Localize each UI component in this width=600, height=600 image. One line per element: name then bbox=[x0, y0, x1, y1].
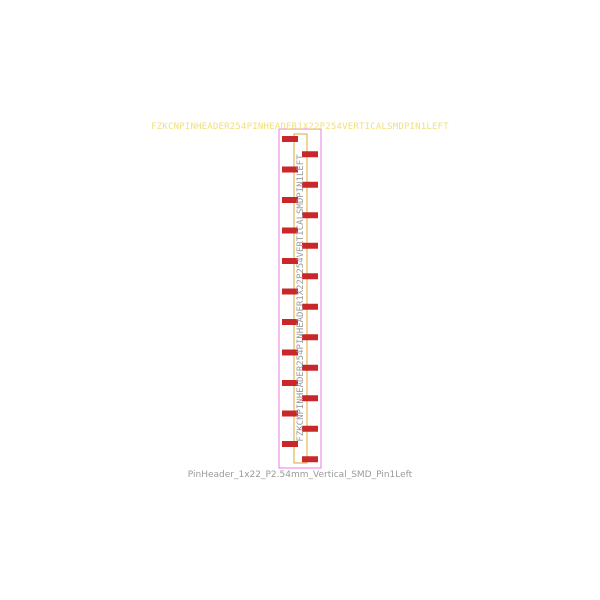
pad-8 bbox=[302, 242, 318, 249]
pad-1 bbox=[282, 136, 298, 142]
fab-outline bbox=[293, 133, 308, 464]
pad-5 bbox=[282, 197, 298, 203]
pad-13 bbox=[282, 319, 298, 325]
pad-19 bbox=[282, 410, 298, 417]
pad-2 bbox=[302, 151, 318, 158]
pad-9 bbox=[282, 258, 298, 264]
pad-4 bbox=[302, 181, 318, 188]
pad-16 bbox=[302, 364, 318, 371]
pad-12 bbox=[302, 303, 318, 310]
courtyard-outline bbox=[278, 128, 322, 469]
pad-17 bbox=[282, 380, 298, 386]
value-label: FZKCNPINHEADER254PINHEADER1X22P254VERTIC… bbox=[296, 154, 306, 442]
pad-20 bbox=[302, 425, 318, 432]
pad-11 bbox=[282, 288, 298, 295]
pad-22 bbox=[302, 456, 318, 463]
pad-6 bbox=[302, 212, 318, 219]
pad-7 bbox=[282, 227, 298, 234]
pad-3 bbox=[282, 166, 298, 173]
footprint-name-label: PinHeader_1x22_P2.54mm_Vertical_SMD_Pin1… bbox=[188, 470, 413, 480]
pad-18 bbox=[302, 395, 318, 402]
reference-label: FZKCNPINHEADER254PINHEADER1X22P254VERTIC… bbox=[151, 122, 449, 132]
pad-10 bbox=[302, 273, 318, 280]
pad-15 bbox=[282, 349, 298, 356]
pads-group bbox=[282, 136, 318, 463]
pad-21 bbox=[282, 441, 298, 447]
pad-14 bbox=[302, 334, 318, 341]
